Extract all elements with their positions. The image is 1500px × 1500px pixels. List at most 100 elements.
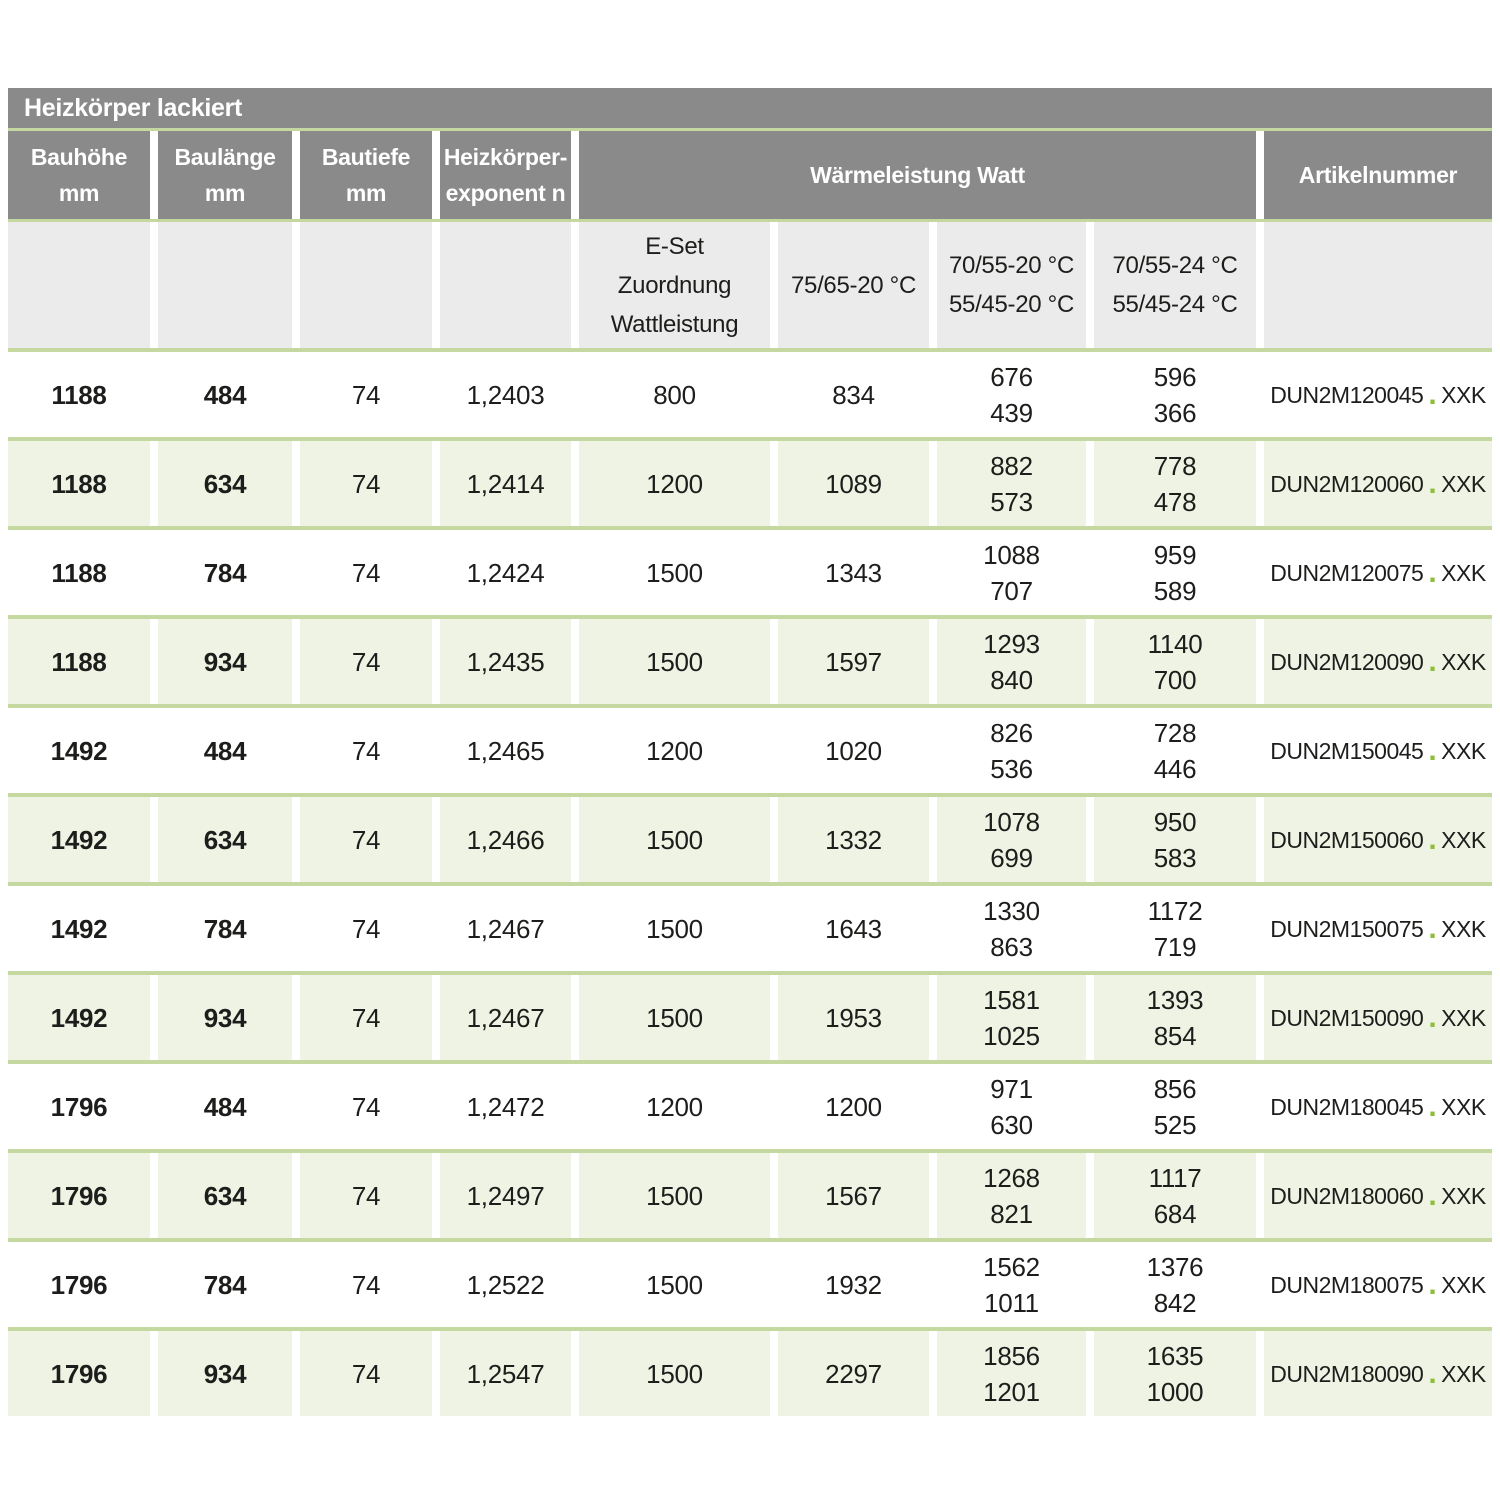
cell-exponent: 1,2414 bbox=[440, 441, 571, 526]
cell-exponent: 1,2467 bbox=[440, 886, 571, 971]
cell-artikelnummer: DUN2M180060 . XXK bbox=[1264, 1153, 1492, 1238]
article-number: DUN2M120075 bbox=[1270, 559, 1424, 586]
cell-exponent: 1,2467 bbox=[440, 975, 571, 1060]
subheader-cell-empty-bautiefe bbox=[300, 222, 432, 348]
cell-watt-7055-24: 778 478 bbox=[1094, 441, 1256, 526]
cell-baulaenge: 784 bbox=[158, 886, 292, 971]
table-title-bar: Heizkörper lackiert bbox=[8, 88, 1492, 128]
cell-watt-7055-24: 728 446 bbox=[1094, 708, 1256, 793]
table-row: 1188 634 74 1,2414 1200 1089 882 573 778… bbox=[8, 441, 1492, 526]
cell-watt-7055-24: 596 366 bbox=[1094, 352, 1256, 437]
cell-artikelnummer: DUN2M150060 . XXK bbox=[1264, 797, 1492, 882]
cell-watt-7055-24: 1117 684 bbox=[1094, 1153, 1256, 1238]
table-row: 1492 634 74 1,2466 1500 1332 1078 699 95… bbox=[8, 797, 1492, 882]
row-separator bbox=[8, 1327, 1492, 1331]
table-title: Heizkörper lackiert bbox=[24, 93, 243, 122]
article-suffix: XXK bbox=[1441, 648, 1486, 675]
cell-watt-7565-20: 1597 bbox=[778, 619, 929, 704]
cell-watt-7055-24: 959 589 bbox=[1094, 530, 1256, 615]
cell-watt-7055-20: 1330 863 bbox=[937, 886, 1086, 971]
title-separator bbox=[8, 128, 1492, 131]
cell-eset-watt: 1200 bbox=[579, 1064, 770, 1149]
cell-artikelnummer: DUN2M120045 . XXK bbox=[1264, 352, 1492, 437]
cell-watt-7055-20: 1562 1011 bbox=[937, 1242, 1086, 1327]
row-separator bbox=[8, 971, 1492, 975]
cell-baulaenge: 634 bbox=[158, 441, 292, 526]
article-number: DUN2M180045 bbox=[1270, 1093, 1424, 1120]
cell-watt-7565-20: 1200 bbox=[778, 1064, 929, 1149]
article-dot: . bbox=[1428, 466, 1437, 500]
cell-bauhoehe: 1188 bbox=[8, 441, 150, 526]
cell-artikelnummer: DUN2M180090 . XXK bbox=[1264, 1331, 1492, 1416]
cell-exponent: 1,2522 bbox=[440, 1242, 571, 1327]
article-dot: . bbox=[1428, 733, 1437, 767]
cell-eset-watt: 1500 bbox=[579, 1242, 770, 1327]
cell-eset-watt: 1500 bbox=[579, 530, 770, 615]
table-row: 1796 484 74 1,2472 1200 1200 971 630 856… bbox=[8, 1064, 1492, 1149]
cell-watt-7055-20: 1268 821 bbox=[937, 1153, 1086, 1238]
cell-exponent: 1,2424 bbox=[440, 530, 571, 615]
cell-bauhoehe: 1796 bbox=[8, 1064, 150, 1149]
subheader-cell-7055-20: 70/55-20 °C 55/45-20 °C bbox=[937, 222, 1086, 348]
cell-baulaenge: 934 bbox=[158, 619, 292, 704]
cell-watt-7565-20: 834 bbox=[778, 352, 929, 437]
article-number: DUN2M180075 bbox=[1270, 1271, 1424, 1298]
header-cell-bauhoehe: Bauhöhe mm bbox=[8, 131, 150, 219]
cell-baulaenge: 784 bbox=[158, 1242, 292, 1327]
cell-eset-watt: 1200 bbox=[579, 708, 770, 793]
cell-bautiefe: 74 bbox=[300, 797, 432, 882]
subheader-cell-empty-exponent bbox=[440, 222, 571, 348]
row-separator bbox=[8, 437, 1492, 441]
cell-baulaenge: 634 bbox=[158, 797, 292, 882]
cell-watt-7565-20: 2297 bbox=[778, 1331, 929, 1416]
subheader-cell-7055-24: 70/55-24 °C 55/45-24 °C bbox=[1094, 222, 1256, 348]
cell-watt-7055-20: 1088 707 bbox=[937, 530, 1086, 615]
header-cell-waermeleistung: Wärmeleistung Watt bbox=[579, 131, 1256, 219]
cell-bauhoehe: 1492 bbox=[8, 886, 150, 971]
cell-artikelnummer: DUN2M150075 . XXK bbox=[1264, 886, 1492, 971]
cell-bautiefe: 74 bbox=[300, 619, 432, 704]
cell-bauhoehe: 1796 bbox=[8, 1331, 150, 1416]
article-suffix: XXK bbox=[1441, 826, 1486, 853]
cell-watt-7055-24: 1376 842 bbox=[1094, 1242, 1256, 1327]
cell-bauhoehe: 1796 bbox=[8, 1153, 150, 1238]
article-dot: . bbox=[1428, 1267, 1437, 1301]
cell-bauhoehe: 1492 bbox=[8, 975, 150, 1060]
cell-watt-7055-20: 826 536 bbox=[937, 708, 1086, 793]
cell-bautiefe: 74 bbox=[300, 1153, 432, 1238]
header-cell-exponent: Heizkörper- exponent n bbox=[440, 131, 571, 219]
table-row: 1796 634 74 1,2497 1500 1567 1268 821 11… bbox=[8, 1153, 1492, 1238]
cell-bautiefe: 74 bbox=[300, 975, 432, 1060]
article-suffix: XXK bbox=[1441, 470, 1486, 497]
subheader-cell-eset: E-Set Zuordnung Wattleistung bbox=[579, 222, 770, 348]
article-number: DUN2M120045 bbox=[1270, 381, 1424, 408]
cell-bautiefe: 74 bbox=[300, 1064, 432, 1149]
cell-bautiefe: 74 bbox=[300, 1242, 432, 1327]
table-row: 1492 784 74 1,2467 1500 1643 1330 863 11… bbox=[8, 886, 1492, 971]
cell-eset-watt: 1500 bbox=[579, 619, 770, 704]
subheader-cell-7565-20: 75/65-20 °C bbox=[778, 222, 929, 348]
cell-artikelnummer: DUN2M180075 . XXK bbox=[1264, 1242, 1492, 1327]
article-dot: . bbox=[1428, 555, 1437, 589]
article-suffix: XXK bbox=[1441, 1271, 1486, 1298]
cell-baulaenge: 634 bbox=[158, 1153, 292, 1238]
article-number: DUN2M150075 bbox=[1270, 915, 1424, 942]
cell-watt-7055-20: 1293 840 bbox=[937, 619, 1086, 704]
cell-watt-7565-20: 1332 bbox=[778, 797, 929, 882]
table-row: 1188 784 74 1,2424 1500 1343 1088 707 95… bbox=[8, 530, 1492, 615]
table-row: 1796 784 74 1,2522 1500 1932 1562 1011 1… bbox=[8, 1242, 1492, 1327]
cell-baulaenge: 484 bbox=[158, 708, 292, 793]
cell-baulaenge: 934 bbox=[158, 1331, 292, 1416]
row-separator bbox=[8, 1149, 1492, 1153]
radiator-spec-table: Heizkörper lackiert Bauhöhe mm Baulänge … bbox=[8, 88, 1492, 1416]
cell-watt-7055-20: 882 573 bbox=[937, 441, 1086, 526]
cell-bauhoehe: 1492 bbox=[8, 708, 150, 793]
cell-bauhoehe: 1188 bbox=[8, 352, 150, 437]
cell-bautiefe: 74 bbox=[300, 441, 432, 526]
cell-baulaenge: 484 bbox=[158, 352, 292, 437]
article-suffix: XXK bbox=[1441, 1093, 1486, 1120]
cell-bauhoehe: 1492 bbox=[8, 797, 150, 882]
article-dot: . bbox=[1428, 1089, 1437, 1123]
cell-watt-7055-24: 950 583 bbox=[1094, 797, 1256, 882]
table-row: 1492 484 74 1,2465 1200 1020 826 536 728… bbox=[8, 708, 1492, 793]
